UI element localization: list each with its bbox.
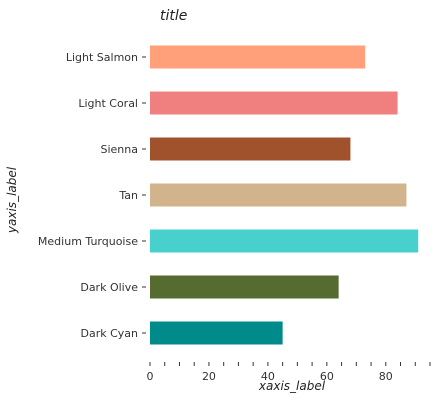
category-label: Tan xyxy=(118,189,138,202)
bar-light-coral xyxy=(150,91,398,115)
bar-tan xyxy=(150,183,407,207)
bar-sienna xyxy=(150,137,351,161)
y-axis-title: yaxis_label xyxy=(5,166,19,234)
category-label: Sienna xyxy=(101,143,139,156)
bar-medium-turquoise xyxy=(150,229,419,253)
bar-dark-cyan xyxy=(150,321,283,345)
x-tick-label: 60 xyxy=(320,370,334,383)
category-label: Light Coral xyxy=(78,97,138,110)
x-tick-label: 0 xyxy=(147,370,154,383)
category-label: Dark Cyan xyxy=(80,327,138,340)
x-axis: 0 20 40 60 80 xyxy=(147,362,431,383)
chart-title: title xyxy=(160,8,187,24)
bars-group xyxy=(150,45,419,345)
x-axis-title: xaxis_label xyxy=(258,379,326,393)
category-label: Light Salmon xyxy=(66,51,138,64)
bar-dark-olive xyxy=(150,275,339,299)
x-tick-label: 80 xyxy=(379,370,393,383)
category-label: Medium Turquoise xyxy=(38,235,138,248)
x-tick-label: 20 xyxy=(202,370,216,383)
x-tick-label: 40 xyxy=(261,370,275,383)
category-label: Dark Olive xyxy=(80,281,138,294)
category-labels: Dark Cyan Dark Olive Medium Turquoise Tan Si… xyxy=(38,51,146,340)
bar-light-salmon xyxy=(150,45,366,69)
